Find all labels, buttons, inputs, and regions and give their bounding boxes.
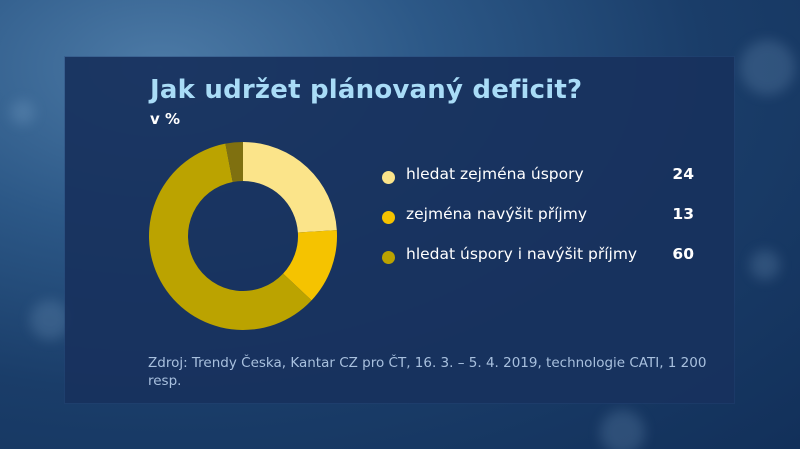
legend-item-savings: hledat zejména úspory 24 — [382, 162, 694, 202]
donut-slice-2 — [283, 230, 337, 301]
donut-chart — [148, 142, 337, 330]
legend: hledat zejména úspory 24 zejména navýšit… — [382, 162, 694, 282]
data-label: 13 — [672, 205, 694, 223]
data-label: 24 — [672, 165, 694, 183]
legend-label: hledat úspory i navýšit příjmy — [406, 245, 638, 263]
legend-item-both: hledat úspory i navýšit příjmy 60 — [382, 242, 694, 282]
chart-subtitle: v % — [150, 110, 181, 128]
legend-swatch — [382, 171, 395, 184]
donut-slice-3 — [148, 143, 312, 330]
donut-slice-remainder — [225, 142, 243, 182]
source-note: Zdroj: Trendy Česka, Kantar CZ pro ČT, 1… — [148, 355, 707, 389]
legend-swatch — [382, 211, 395, 224]
data-label: 60 — [672, 245, 694, 263]
chart-title: Jak udržet plánovaný deficit? — [150, 75, 583, 105]
legend-swatch — [382, 251, 395, 264]
donut-slice-1 — [243, 142, 337, 233]
legend-item-revenue: zejména navýšit příjmy 13 — [382, 202, 694, 242]
legend-label: hledat zejména úspory — [406, 165, 584, 183]
legend-label: zejména navýšit příjmy — [406, 205, 588, 223]
